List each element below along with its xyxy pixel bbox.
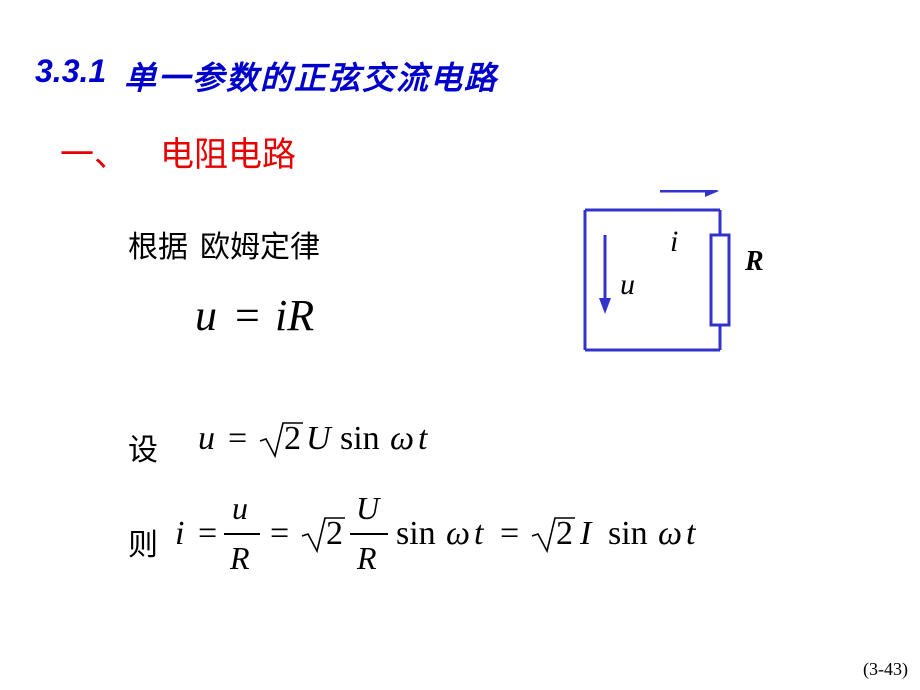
then-i: i [175, 515, 184, 553]
then-Unum: U [356, 490, 379, 527]
circuit-i-label: i [670, 225, 678, 259]
assume-eq: = [228, 420, 247, 458]
assume-sin: sin [340, 420, 380, 458]
subsection-title: 电阻电路 [160, 127, 296, 176]
assume-two: 2 [284, 420, 301, 458]
assume-u: u [198, 420, 215, 458]
ohm-u: u [195, 290, 217, 341]
ohm-intro-1: 根据 [128, 222, 188, 266]
circuit-u-label: u [620, 268, 635, 302]
then-t1: t [474, 515, 483, 553]
ohm-eq: = [235, 290, 260, 341]
circuit-diagram [565, 190, 765, 360]
then-I: I [580, 515, 591, 553]
then-Rden1: R [230, 540, 250, 577]
ohm-iR: iR [275, 290, 314, 341]
then-sin2: sin [608, 515, 648, 553]
assume-omega: ω [390, 420, 414, 458]
then-two2: 2 [556, 515, 573, 553]
then-eq3: = [500, 515, 519, 553]
then-eq2: = [270, 515, 289, 553]
then-unum: u [232, 490, 248, 527]
then-omega2: ω [658, 515, 682, 553]
then-omega1: ω [446, 515, 470, 553]
ohm-intro-2: 欧姆定律 [200, 222, 320, 266]
circuit-R-label: R [745, 246, 764, 278]
page-number: (3-43) [863, 659, 908, 680]
section-number: 3.3.1 [35, 53, 106, 90]
assume-label: 设 [128, 425, 158, 469]
then-frac2-bar [350, 533, 388, 535]
then-eq1: = [198, 515, 217, 553]
subsection-number: 一、 [60, 127, 128, 176]
assume-U: U [306, 420, 331, 458]
then-sin1: sin [396, 515, 436, 553]
assume-t: t [418, 420, 427, 458]
then-frac1-bar [224, 533, 260, 535]
then-two1: 2 [326, 515, 343, 553]
then-Rden2: R [357, 540, 377, 577]
section-title: 单一参数的正弦交流电路 [124, 53, 498, 99]
then-label: 则 [128, 520, 158, 564]
then-t2: t [686, 515, 695, 553]
